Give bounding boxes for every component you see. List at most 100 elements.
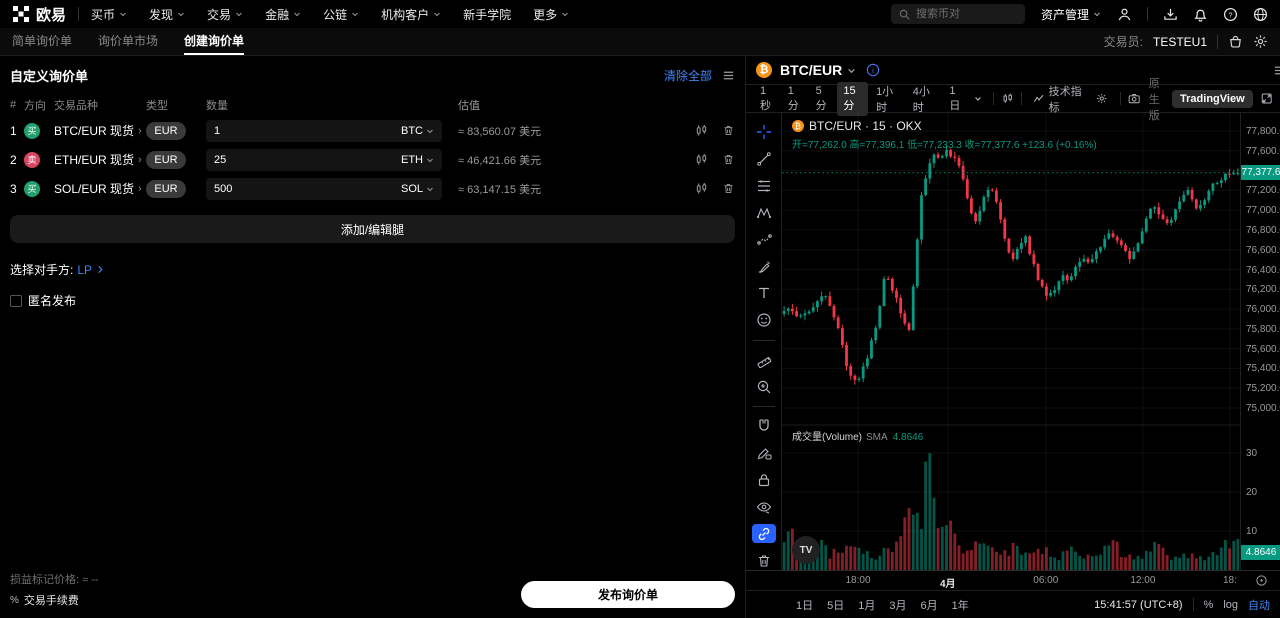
settings-gear-icon[interactable] xyxy=(1253,34,1268,49)
trendline-tool[interactable] xyxy=(752,150,776,169)
globe-language-icon[interactable] xyxy=(1253,7,1268,22)
drawing-lock-edit-tool[interactable] xyxy=(752,444,776,463)
remove-drawings-trash-tool[interactable] xyxy=(752,551,776,570)
timeframe-1小时[interactable]: 1小时 xyxy=(876,85,894,114)
menu-item-金融[interactable]: 金融 xyxy=(265,6,301,23)
currency-type-pill[interactable]: EUR xyxy=(146,150,186,169)
scroll-to-realtime-icon[interactable] xyxy=(1255,574,1268,587)
menu-item-发现[interactable]: 发现 xyxy=(149,6,185,23)
fib-retracement-tool[interactable] xyxy=(752,177,776,196)
quantity-input[interactable] xyxy=(206,182,401,195)
snapshot-camera-icon[interactable] xyxy=(1128,92,1141,105)
menu-item-交易[interactable]: 交易 xyxy=(207,6,243,23)
hide-drawings-eye-tool[interactable] xyxy=(752,497,776,516)
chart-canvas[interactable]: ₿ BTC/EUR · 15 · OKX 开=77,262.0 高=77,396… xyxy=(782,113,1240,570)
help-icon[interactable]: ? xyxy=(1223,7,1238,22)
delete-leg-trash-icon[interactable] xyxy=(722,153,735,166)
search-box[interactable] xyxy=(890,4,1025,24)
chart-pair-title[interactable]: BTC/EUR xyxy=(780,62,843,78)
indicators-button[interactable]: 技术指标 xyxy=(1030,83,1090,115)
unit-selector[interactable]: ETH xyxy=(401,154,442,166)
timeframe-15分[interactable]: 15分 xyxy=(837,81,869,116)
timeframe-4小时[interactable]: 4小时 xyxy=(912,85,930,114)
clear-all-link[interactable]: 清除全部 xyxy=(663,68,712,83)
delete-leg-trash-icon[interactable] xyxy=(722,182,735,195)
add-edit-legs-button[interactable]: 添加/编辑腿 xyxy=(10,215,735,243)
unit-selector[interactable]: SOL xyxy=(401,183,442,195)
currency-type-pill[interactable]: EUR xyxy=(146,179,186,198)
menu-item-机构客户[interactable]: 机构客户 xyxy=(381,6,441,23)
tab-创建询价单[interactable]: 创建询价单 xyxy=(184,28,245,55)
text-tool[interactable] xyxy=(752,284,776,303)
range-1月[interactable]: 1月 xyxy=(858,599,876,612)
range-1年[interactable]: 1年 xyxy=(951,599,969,612)
tradingview-mode-button[interactable]: TradingView xyxy=(1172,89,1253,108)
timeframe-1分[interactable]: 1分 xyxy=(787,84,799,112)
view-chart-candles-icon[interactable] xyxy=(695,153,708,166)
currency-type-pill[interactable]: EUR xyxy=(146,121,186,140)
instrument-selector[interactable]: ETH/EUR 现货 › xyxy=(54,151,146,168)
chart-menu-icon[interactable] xyxy=(1273,64,1280,77)
view-chart-candles-icon[interactable] xyxy=(695,182,708,195)
chevron-down-icon[interactable] xyxy=(847,66,856,75)
log-scale-button[interactable]: log xyxy=(1223,598,1238,611)
instrument-selector[interactable]: SOL/EUR 现货 › xyxy=(54,180,146,197)
pattern-xabcd-tool[interactable] xyxy=(752,203,776,222)
tab-简单询价单[interactable]: 简单询价单 xyxy=(12,34,73,48)
price-axis[interactable]: 77,800.077,600.077,400.077,200.077,000.0… xyxy=(1240,113,1280,570)
user-icon[interactable] xyxy=(1117,7,1132,22)
crosshair-tool[interactable] xyxy=(752,123,776,142)
instrument-selector[interactable]: BTC/EUR 现货 › xyxy=(54,122,146,139)
assets-menu[interactable]: 资产管理 xyxy=(1041,6,1101,23)
timeframe-1秒[interactable]: 1秒 xyxy=(760,84,771,112)
percent-scale-button[interactable]: % xyxy=(1203,598,1214,611)
emoji-tool[interactable] xyxy=(752,311,776,330)
menu-item-公链[interactable]: 公链 xyxy=(323,6,359,23)
chart-clock[interactable]: 15:41:57 (UTC+8) xyxy=(1094,598,1183,611)
search-input[interactable] xyxy=(915,8,1017,20)
range-1日[interactable]: 1日 xyxy=(796,599,814,612)
info-icon[interactable]: i xyxy=(866,63,880,77)
view-chart-candles-icon[interactable] xyxy=(695,124,708,137)
timeframe-5分[interactable]: 5分 xyxy=(815,84,827,112)
unit-selector[interactable]: BTC xyxy=(401,125,442,137)
range-5日[interactable]: 5日 xyxy=(827,599,845,612)
chart-settings-gear-icon[interactable] xyxy=(1096,92,1107,105)
divider xyxy=(1192,598,1194,611)
menu-item-新手学院[interactable]: 新手学院 xyxy=(463,6,511,23)
anonymous-checkbox[interactable] xyxy=(10,294,22,307)
publish-rfq-button[interactable]: 发布询价单 xyxy=(521,581,735,608)
brush-tool[interactable] xyxy=(752,257,776,276)
magnet-tool[interactable] xyxy=(752,417,776,436)
chevron-right-icon[interactable] xyxy=(96,265,104,274)
timeframe-1日[interactable]: 1日 xyxy=(949,84,961,112)
quantity-input[interactable] xyxy=(206,153,401,166)
timeframe-dropdown-icon[interactable] xyxy=(974,94,982,103)
tradingview-watermark[interactable]: TV xyxy=(792,536,820,564)
notifications-bell-icon[interactable] xyxy=(1193,7,1208,22)
range-3月[interactable]: 3月 xyxy=(889,599,907,612)
menu-item-买币[interactable]: 买币 xyxy=(91,6,127,23)
forecast-tool[interactable] xyxy=(752,230,776,249)
zoom-in-tool[interactable] xyxy=(752,377,776,396)
counterparty-link[interactable]: LP xyxy=(77,262,93,277)
range-6月[interactable]: 6月 xyxy=(920,599,938,612)
time-axis[interactable]: 18:00 4月 06:00 12:00 18: xyxy=(746,570,1280,590)
btc-coin-icon: ₿ xyxy=(756,62,772,78)
fullscreen-expand-icon[interactable] xyxy=(1261,92,1272,105)
menu-item-更多[interactable]: 更多 xyxy=(533,6,569,23)
auto-scale-button[interactable]: 自动 xyxy=(1248,599,1270,612)
sync-drawings-link-tool[interactable] xyxy=(751,524,776,544)
measure-ruler-tool[interactable] xyxy=(752,350,776,369)
tab-询价单市场[interactable]: 询价单市场 xyxy=(98,34,159,48)
quantity-input[interactable] xyxy=(206,124,401,137)
panel-menu-icon[interactable] xyxy=(722,69,735,82)
okx-logo[interactable]: 欧易 xyxy=(12,4,66,25)
native-mode-button[interactable]: 原生版 xyxy=(1148,77,1160,122)
candle-style-icon[interactable] xyxy=(1002,92,1013,105)
lock-all-tool[interactable] xyxy=(752,471,776,490)
download-icon[interactable] xyxy=(1163,7,1178,22)
delete-leg-trash-icon[interactable] xyxy=(722,124,735,137)
type-cell: EUR xyxy=(146,179,206,198)
portfolio-pot-icon[interactable] xyxy=(1228,34,1243,49)
